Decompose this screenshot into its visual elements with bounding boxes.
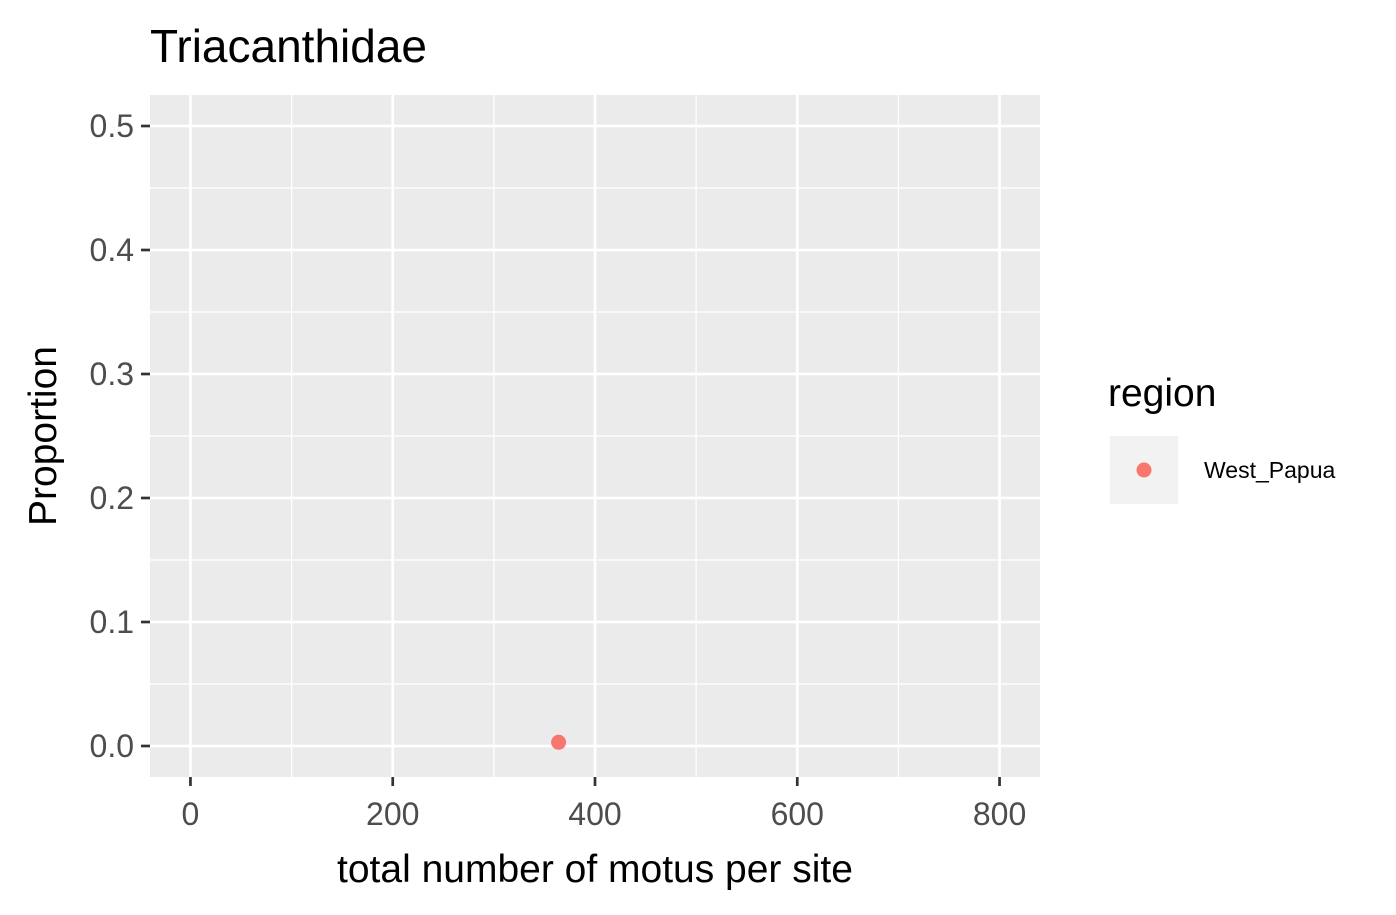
y-tick-label: 0.4: [90, 232, 134, 268]
chart-title: Triacanthidae: [150, 20, 427, 72]
major-gridlines: [150, 95, 1040, 777]
y-tick-label: 0.1: [90, 604, 134, 640]
x-axis-title: total number of motus per site: [337, 848, 853, 891]
y-tick-label: 0.5: [90, 108, 134, 144]
data-point: [551, 734, 567, 750]
y-tick-label: 0.2: [90, 480, 134, 516]
x-tick-label: 400: [568, 796, 621, 832]
data-points: [551, 734, 567, 750]
y-axis-title: Proportion: [22, 346, 65, 526]
legend: region West_Papua: [1108, 372, 1335, 504]
x-tick-label: 0: [182, 796, 200, 832]
x-tick-label: 600: [771, 796, 824, 832]
x-tick-label: 800: [973, 796, 1026, 832]
y-tick-label: 0.0: [90, 728, 134, 764]
y-axis: 0.0 0.1 0.2 0.3 0.4 0.5: [90, 108, 150, 764]
legend-entries: West_Papua: [1110, 436, 1335, 504]
legend-label: West_Papua: [1204, 457, 1335, 483]
y-tick-label: 0.3: [90, 356, 134, 392]
legend-marker: [1136, 462, 1152, 478]
x-axis: 0 200 400 600 800: [182, 777, 1026, 832]
legend-title: region: [1108, 372, 1216, 415]
x-tick-label: 200: [366, 796, 419, 832]
